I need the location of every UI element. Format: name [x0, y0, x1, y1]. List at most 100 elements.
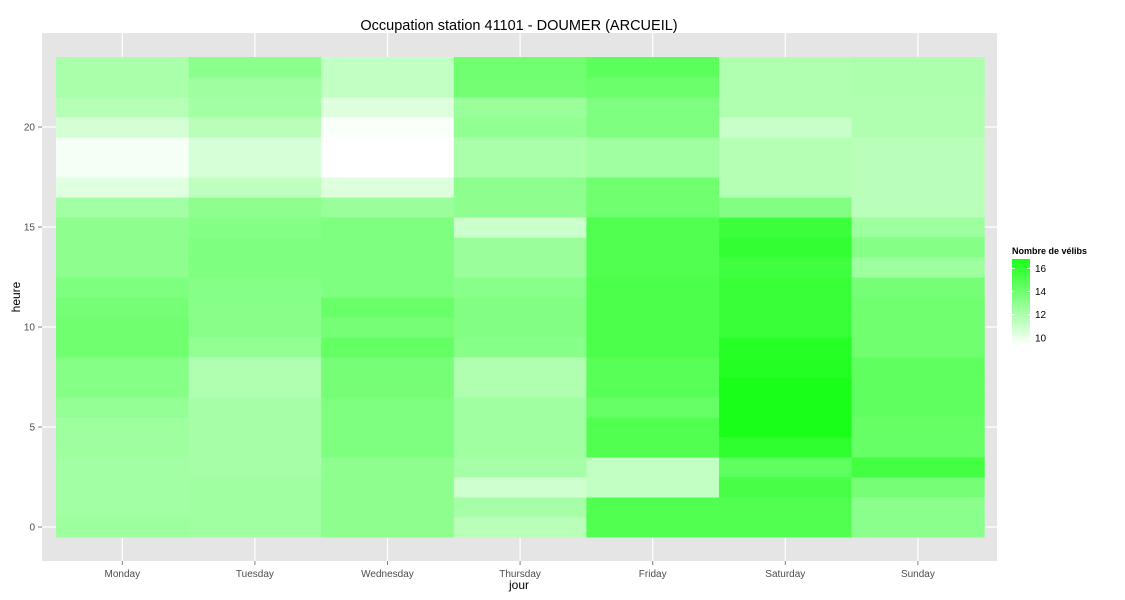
- heatmap-tile: [56, 77, 190, 98]
- heatmap-tile: [586, 117, 720, 138]
- heatmap-tile: [719, 77, 853, 98]
- heatmap-tile: [56, 477, 190, 498]
- legend-tick-label: 10: [1035, 333, 1047, 344]
- x-tick-label: Monday: [105, 569, 141, 580]
- heatmap-tile: [453, 317, 587, 338]
- heatmap-tile: [586, 57, 720, 78]
- heatmap-tile: [453, 397, 587, 418]
- heatmap-tile: [851, 377, 985, 398]
- heatmap-tile: [851, 417, 985, 438]
- heatmap-tile: [56, 137, 190, 158]
- legend-tick-label: 14: [1035, 287, 1047, 298]
- heatmap-tile: [586, 397, 720, 418]
- heatmap-tile: [586, 297, 720, 318]
- heatmap-tile: [851, 177, 985, 198]
- heatmap-tile: [719, 357, 853, 378]
- legend-title: Nombre de vélibs: [1012, 246, 1087, 256]
- heatmap-tile: [719, 497, 853, 518]
- heatmap-tile: [56, 337, 190, 358]
- x-axis-title: jour: [508, 578, 529, 592]
- heatmap-tile: [586, 317, 720, 338]
- heatmap-tile: [851, 297, 985, 318]
- heatmap-tile: [321, 277, 455, 298]
- heatmap-tile: [586, 457, 720, 478]
- heatmap-tile: [851, 497, 985, 518]
- heatmap-tile: [453, 477, 587, 498]
- y-tick-label: 20: [24, 123, 36, 134]
- heatmap-tile: [321, 97, 455, 118]
- heatmap-tile: [719, 417, 853, 438]
- heatmap-tile: [719, 517, 853, 538]
- heatmap-tile: [719, 117, 853, 138]
- heatmap-tile: [586, 517, 720, 538]
- heatmap-tile: [586, 137, 720, 158]
- heatmap-tile: [453, 177, 587, 198]
- heatmap-tile: [321, 397, 455, 418]
- heatmap-tile: [188, 437, 322, 458]
- heatmap-tile: [586, 417, 720, 438]
- heatmap-tile: [453, 357, 587, 378]
- heatmap-tile: [453, 137, 587, 158]
- heatmap-tile: [56, 157, 190, 178]
- heatmap-tile: [453, 417, 587, 438]
- heatmap-tile: [586, 337, 720, 358]
- heatmap-tile: [321, 217, 455, 238]
- legend-tick-label: 12: [1035, 310, 1047, 321]
- heatmap-tile: [56, 317, 190, 338]
- heatmap-tile: [851, 357, 985, 378]
- heatmap-tile: [188, 517, 322, 538]
- heatmap-tile: [851, 217, 985, 238]
- heatmap-tile: [719, 397, 853, 418]
- heatmap-tile: [56, 177, 190, 198]
- heatmap-tile: [851, 277, 985, 298]
- heatmap-tile: [188, 97, 322, 118]
- heatmap-tile: [188, 337, 322, 358]
- heatmap-tile: [56, 417, 190, 438]
- heatmap-tile: [719, 257, 853, 278]
- heatmap-tile: [56, 97, 190, 118]
- heatmap-tile: [586, 437, 720, 458]
- heatmap-tile: [321, 437, 455, 458]
- heatmap-tile: [719, 457, 853, 478]
- heatmap-tile: [188, 277, 322, 298]
- heatmap-tile: [586, 377, 720, 398]
- heatmap-tile: [851, 517, 985, 538]
- heatmap-tile: [188, 377, 322, 398]
- heatmap-tile: [56, 117, 190, 138]
- heatmap-tile: [719, 157, 853, 178]
- heatmap-tile: [188, 237, 322, 258]
- heatmap-tile: [851, 77, 985, 98]
- heatmap-tile: [453, 497, 587, 518]
- heatmap-tile: [453, 217, 587, 238]
- heatmap-tile: [851, 397, 985, 418]
- heatmap-tile: [851, 477, 985, 498]
- heatmap-tile: [56, 377, 190, 398]
- heatmap-tile: [453, 297, 587, 318]
- heatmap-tile: [586, 157, 720, 178]
- heatmap-tile: [56, 297, 190, 318]
- heatmap-tile: [453, 517, 587, 538]
- heatmap-tile: [586, 257, 720, 278]
- heatmap-tile: [321, 177, 455, 198]
- heatmap-tile: [586, 217, 720, 238]
- color-legend: Nombre de vélibs 10 12 14 16: [1012, 246, 1087, 346]
- heatmap-tile: [321, 257, 455, 278]
- heatmap-tile: [719, 177, 853, 198]
- heatmap-tile: [453, 97, 587, 118]
- heatmap-tile: [188, 217, 322, 238]
- x-axis-ticks: Monday Tuesday Wednesday Thursday Friday Satu…: [105, 561, 935, 580]
- heatmap-tile: [719, 237, 853, 258]
- x-tick-label: Thursday: [499, 569, 541, 580]
- heatmap-tile: [851, 457, 985, 478]
- heatmap-tile: [719, 377, 853, 398]
- heatmap-tile: [453, 117, 587, 138]
- heatmap-tile: [453, 237, 587, 258]
- heatmap-tile: [321, 297, 455, 318]
- heatmap-tile: [56, 517, 190, 538]
- y-tick-label: 0: [29, 523, 35, 534]
- heatmap-tile: [188, 157, 322, 178]
- heatmap-tile: [586, 77, 720, 98]
- heatmap-tile: [56, 437, 190, 458]
- y-axis-title: heure: [9, 281, 23, 312]
